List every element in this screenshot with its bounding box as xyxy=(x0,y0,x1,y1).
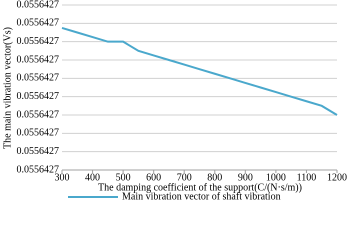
x-tick-label: 400 xyxy=(85,172,100,183)
x-tick-label: 1100 xyxy=(297,172,317,183)
y-axis-title: The main vibration vector(Vs) xyxy=(2,27,13,149)
y-tick-label: 0.0556427 xyxy=(17,36,60,47)
y-tick-label: 0.0556427 xyxy=(17,109,60,120)
legend-label: Main vibration vector of shaft vibration xyxy=(122,191,281,202)
x-tick-label: 800 xyxy=(207,172,222,183)
x-tick-label: 900 xyxy=(238,172,253,183)
y-tick-label: 0.0556427 xyxy=(17,128,60,139)
y-tick-label: 0.0556427 xyxy=(17,164,60,175)
x-tick-label: 700 xyxy=(177,172,192,183)
x-tick-label: 300 xyxy=(55,172,70,183)
y-tick-label: 0.0556427 xyxy=(17,91,60,102)
x-axis-title: The damping coefficient of the support(C… xyxy=(98,182,302,193)
y-tick-label: 0.0556427 xyxy=(17,54,60,65)
y-tick-label: 0.0556427 xyxy=(17,146,60,157)
x-tick-label: 600 xyxy=(146,172,161,183)
x-tick-label: 1200 xyxy=(327,172,347,183)
y-tick-label: 0.0556427 xyxy=(17,0,60,10)
x-tick-label: 1000 xyxy=(266,172,286,183)
data-line xyxy=(61,26,338,116)
x-tick-label: 500 xyxy=(116,172,131,183)
y-tick-label: 0.0556427 xyxy=(17,18,60,29)
chart: The main vibration vector(Vs) The dampin… xyxy=(2,0,347,202)
y-tick-label: 0.0556427 xyxy=(17,73,60,84)
